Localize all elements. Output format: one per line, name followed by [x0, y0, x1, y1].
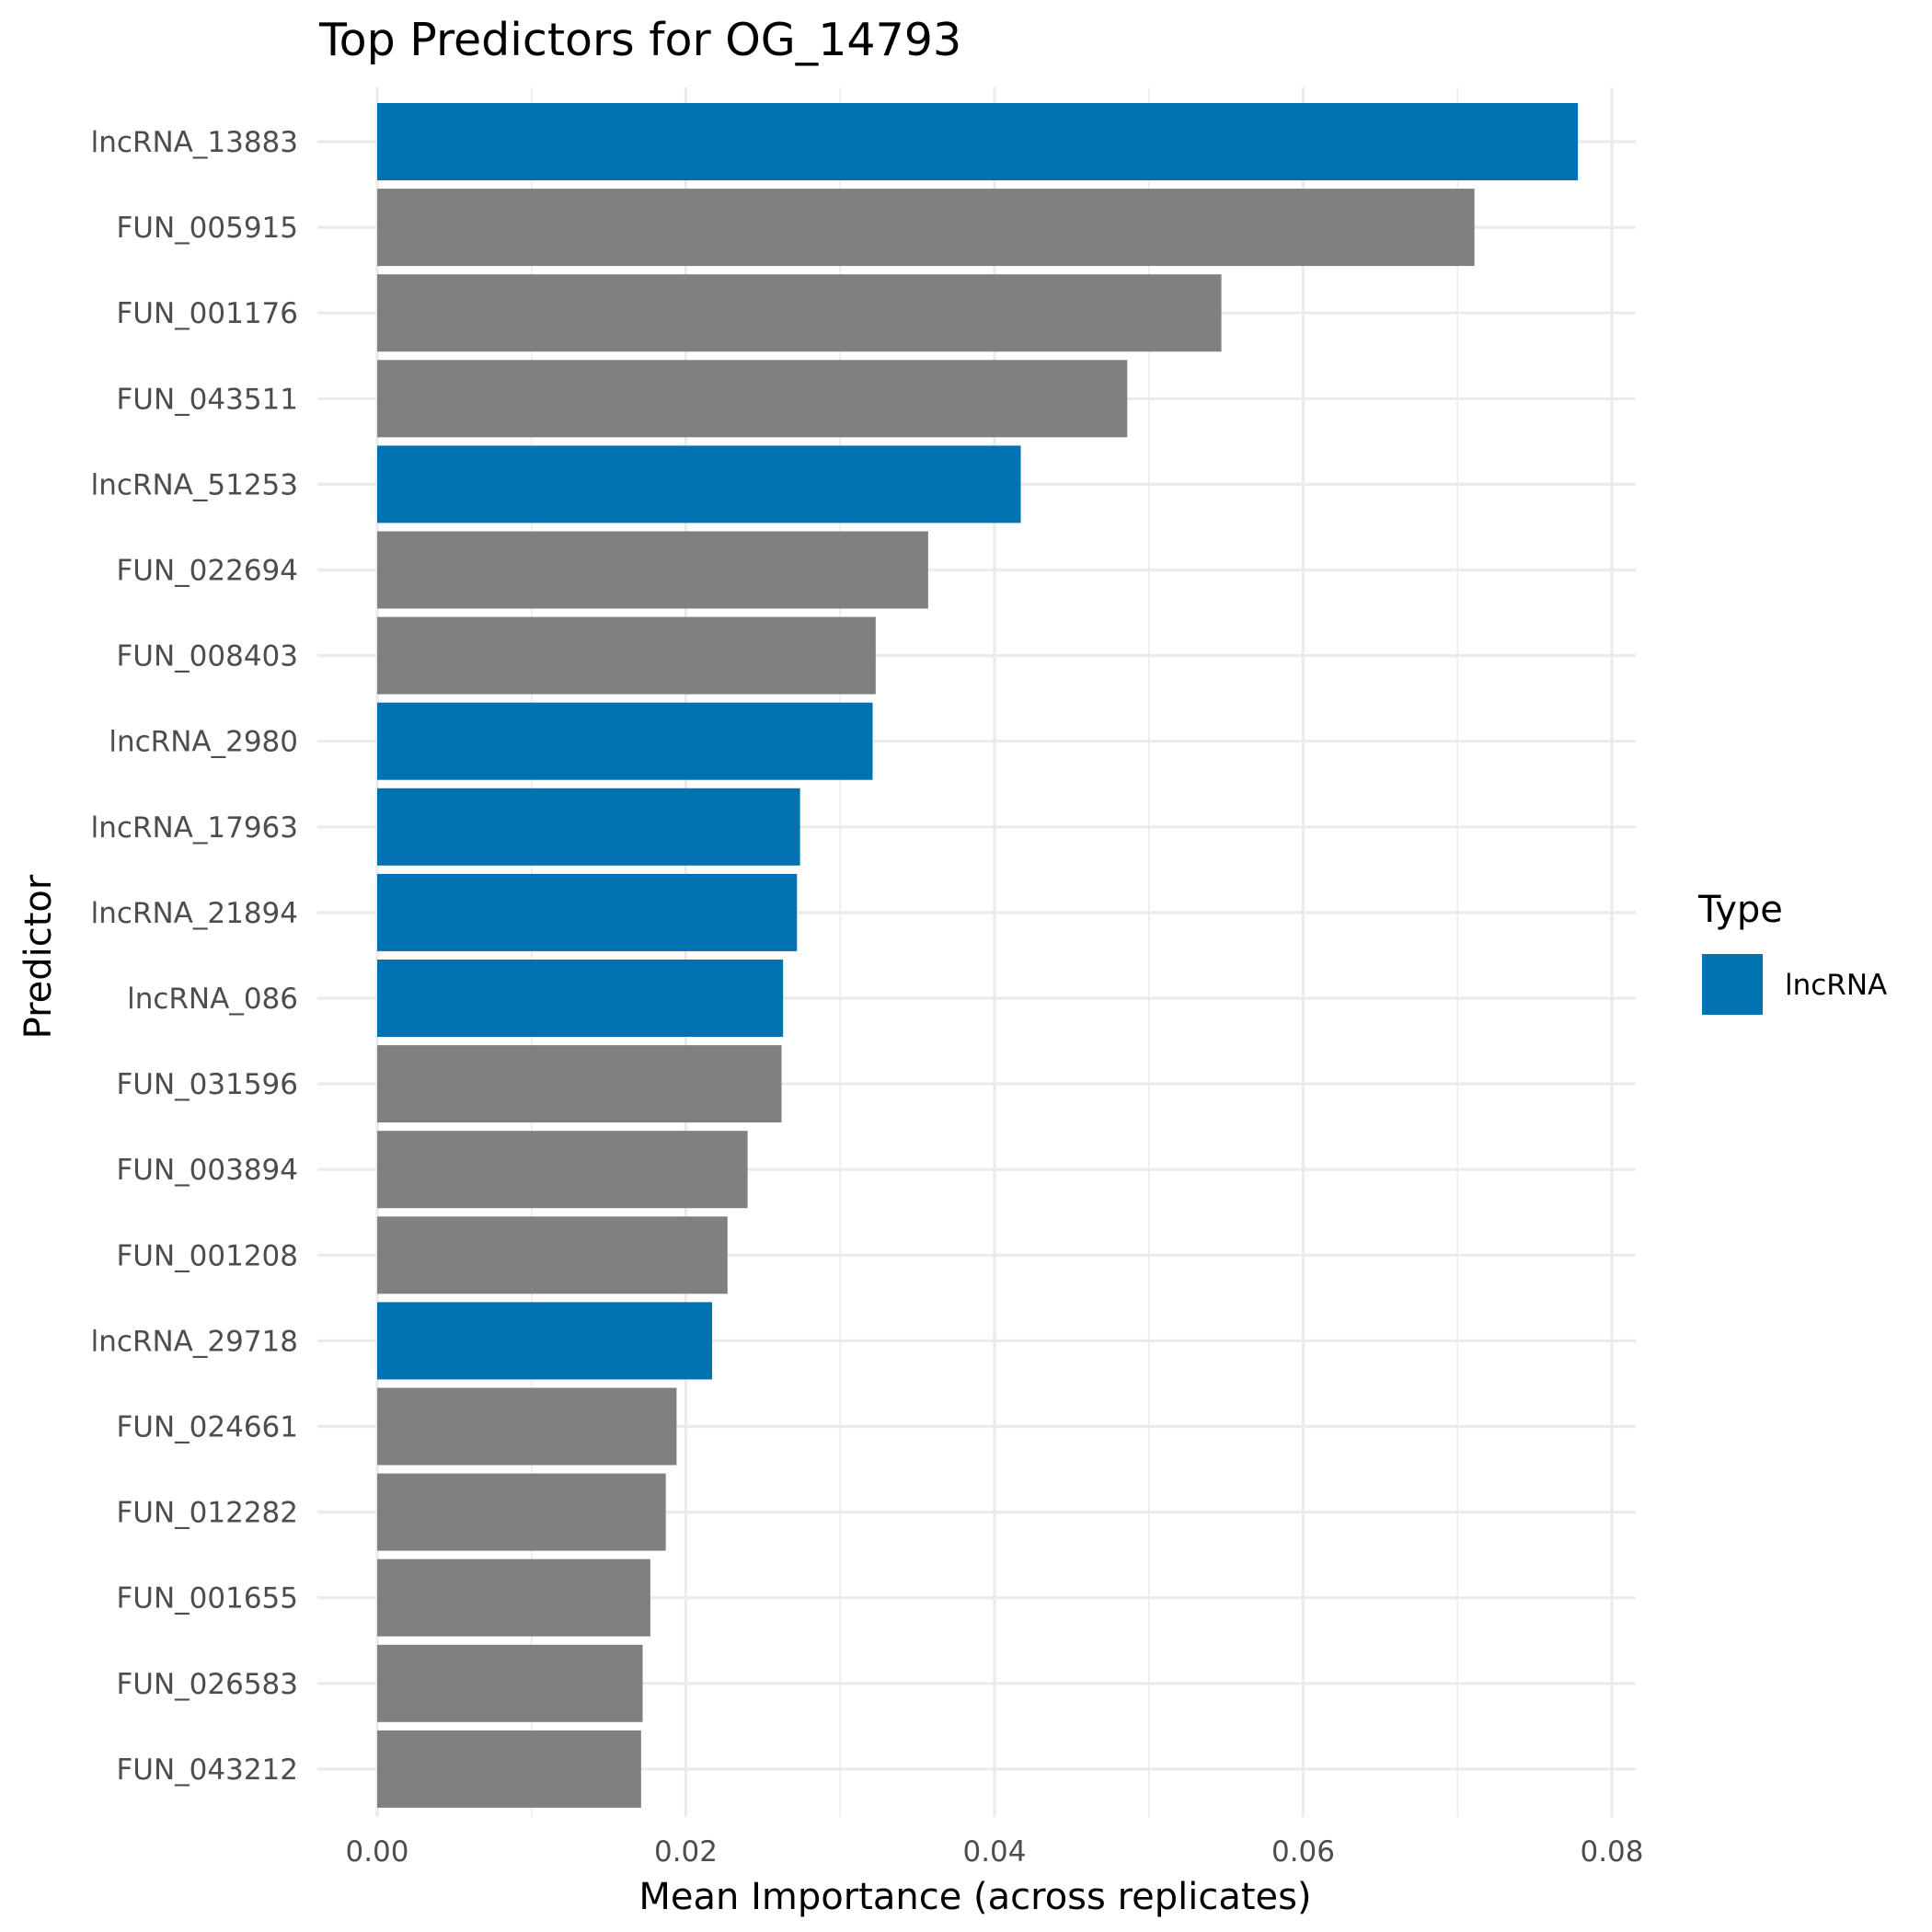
x-tick-label: 0.04: [962, 1835, 1026, 1869]
y-tick-label: lncRNA_29718: [91, 1325, 298, 1358]
legend: Type lncRNA: [1697, 889, 1887, 1015]
bar-fun-005915: [377, 189, 1475, 267]
y-tick-label: FUN_001208: [116, 1239, 298, 1272]
bar-fun-024661: [377, 1387, 677, 1466]
y-tick-label: FUN_024661: [116, 1411, 298, 1444]
bar-fun-026583: [377, 1644, 643, 1722]
x-tick-label: 0.08: [1580, 1835, 1643, 1869]
bar-fun-003894: [377, 1131, 748, 1209]
bar-lncrna-21894: [377, 873, 798, 951]
bar-lncrna-29718: [377, 1302, 713, 1380]
bar-lncrna-086: [377, 960, 784, 1037]
bar-fun-022694: [377, 531, 928, 609]
y-tick-label: FUN_031596: [116, 1068, 298, 1101]
y-tick-label: FUN_012282: [116, 1497, 298, 1530]
chart-title: Top Predictors for OG_14793: [318, 14, 961, 66]
y-tick-label: lncRNA_51253: [91, 468, 298, 501]
bar-fun-031596: [377, 1045, 782, 1123]
bars: [377, 103, 1579, 1808]
y-tick-labels: lncRNA_13883 FUN_005915 FUN_001176 FUN_0435…: [91, 126, 298, 1787]
x-tick-label: 0.06: [1271, 1835, 1335, 1869]
y-tick-label: FUN_043212: [116, 1754, 298, 1787]
y-tick-label: lncRNA_086: [127, 983, 298, 1016]
y-tick-label: FUN_043511: [116, 383, 298, 416]
y-tick-label: FUN_026583: [116, 1668, 298, 1701]
bar-lncrna-17963: [377, 788, 800, 866]
bar-fun-001176: [377, 274, 1222, 352]
bar-fun-043212: [377, 1730, 641, 1808]
bar-lncrna-13883: [377, 103, 1579, 180]
bar-fun-012282: [377, 1473, 666, 1551]
y-tick-label: lncRNA_21894: [91, 897, 298, 930]
x-tick-labels: 0.00 0.02 0.04 0.06 0.08: [345, 1835, 1643, 1869]
legend-title: Type: [1697, 889, 1783, 931]
bar-lncrna-2980: [377, 702, 873, 780]
y-tick-label: FUN_005915: [116, 212, 298, 245]
y-tick-label: FUN_001655: [116, 1582, 298, 1616]
bar-fun-008403: [377, 616, 876, 695]
y-tick-label: lncRNA_13883: [91, 126, 298, 159]
y-tick-label: FUN_022694: [116, 555, 298, 588]
bar-fun-043511: [377, 360, 1128, 438]
bar-lncrna-51253: [377, 445, 1021, 523]
y-tick-label: FUN_008403: [116, 640, 298, 673]
bar-fun-001208: [377, 1216, 728, 1294]
y-tick-label: FUN_001176: [116, 297, 298, 330]
y-tick-label: lncRNA_17963: [91, 811, 298, 845]
y-tick-label: FUN_003894: [116, 1154, 298, 1187]
bar-fun-001655: [377, 1558, 650, 1637]
legend-swatch-lncrna: [1702, 954, 1763, 1015]
x-tick-label: 0.02: [654, 1835, 718, 1869]
y-tick-label: lncRNA_2980: [109, 726, 298, 759]
x-axis-title: Mean Importance (across replicates): [638, 1876, 1311, 1918]
legend-label-lncrna: lncRNA: [1785, 969, 1887, 1002]
y-axis-title: Predictor: [17, 874, 60, 1039]
x-tick-label: 0.00: [345, 1835, 408, 1869]
